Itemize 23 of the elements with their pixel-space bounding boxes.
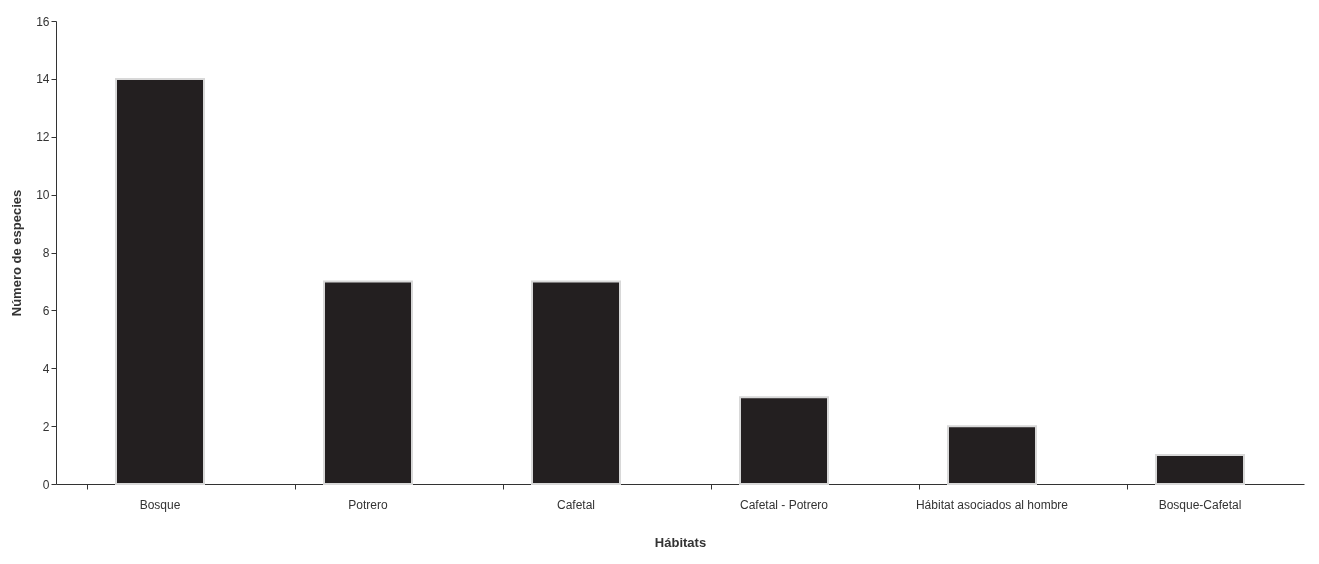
bar xyxy=(1155,454,1245,485)
y-tick-label: 12 xyxy=(36,130,50,145)
y-axis-title: Número de especies xyxy=(9,189,25,317)
bar xyxy=(323,280,413,485)
y-tick-label: 16 xyxy=(36,14,50,29)
y-tick-label: 2 xyxy=(42,419,50,434)
bar xyxy=(739,396,829,485)
bar xyxy=(531,280,621,485)
y-tick-label: 0 xyxy=(42,477,50,492)
y-tick-label: 4 xyxy=(42,361,50,376)
y-tick-label: 8 xyxy=(42,246,50,260)
x-tick-label: Cafetal - Potrero xyxy=(739,497,829,512)
x-tick-label: Potrero xyxy=(348,497,388,512)
x-axis-title: Hábitats xyxy=(654,534,707,550)
x-tick-label: Bosque-Cafetal xyxy=(1158,497,1242,512)
y-tick-label: 10 xyxy=(36,188,50,203)
x-tick-label: Bosque xyxy=(139,497,181,512)
y-tick-label: 6 xyxy=(42,303,50,318)
bar xyxy=(947,425,1037,485)
y-tick-label: 14 xyxy=(36,72,50,87)
x-tick-label: Hábitat asociados al hombre xyxy=(915,497,1069,512)
x-tick-label: Cafetal xyxy=(556,497,596,512)
bar xyxy=(115,77,205,485)
